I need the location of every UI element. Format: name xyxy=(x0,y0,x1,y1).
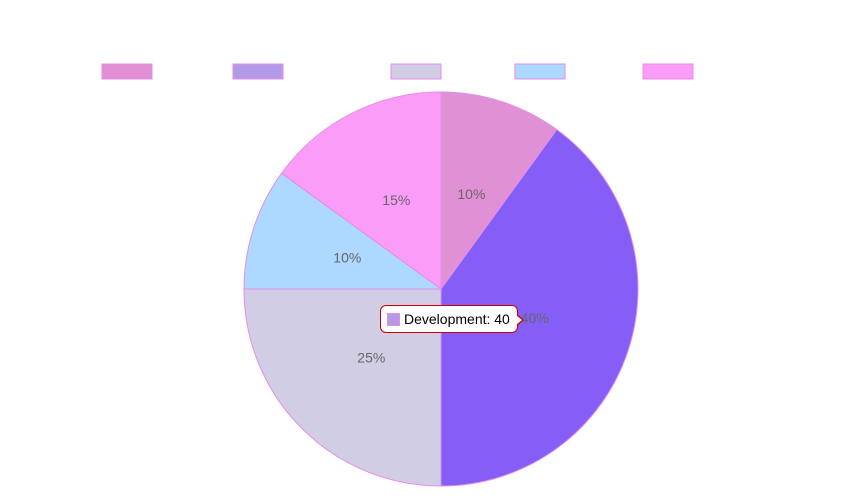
legend-swatch[interactable] xyxy=(232,63,284,80)
slice-label: 25% xyxy=(357,349,385,365)
pie-slice[interactable] xyxy=(440,128,639,487)
legend-swatch[interactable] xyxy=(390,63,442,80)
pie-slice[interactable] xyxy=(280,91,442,290)
legend-swatch[interactable] xyxy=(642,63,694,80)
legend-swatch[interactable] xyxy=(101,63,153,80)
tooltip-swatch xyxy=(387,312,400,326)
slice-label: 10% xyxy=(333,249,361,265)
slice-label: 10% xyxy=(457,186,485,202)
slice-label: 40% xyxy=(521,310,549,326)
tooltip-caret xyxy=(515,314,524,326)
pie-slice[interactable] xyxy=(243,172,443,290)
pie-slice[interactable] xyxy=(243,288,442,487)
pie-slice[interactable] xyxy=(440,91,558,291)
slice-label: 15% xyxy=(382,192,410,208)
pie-slices xyxy=(243,91,639,487)
legend-swatch[interactable] xyxy=(514,63,566,80)
tooltip: Development: 40 xyxy=(380,305,524,333)
slice-labels: 10% 40% 25% 10% 15% xyxy=(333,186,548,365)
tooltip-text: Development: 40 xyxy=(404,311,510,327)
legend xyxy=(101,63,694,80)
